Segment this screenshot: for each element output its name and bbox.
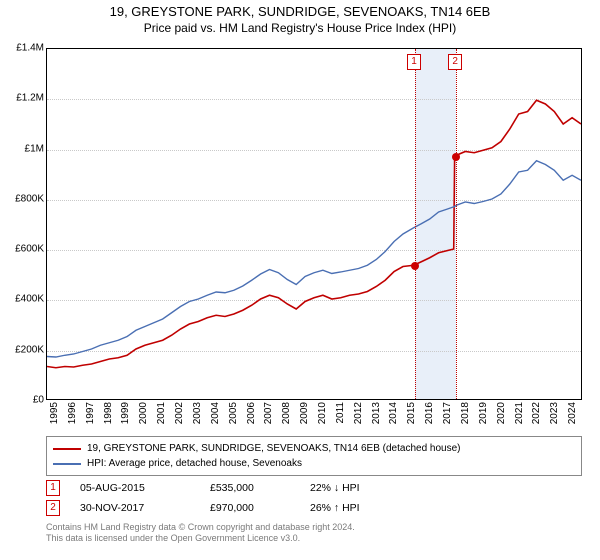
x-tick-label: 2013 xyxy=(371,402,382,424)
x-tick-label: 2021 xyxy=(514,402,525,424)
x-tick-label: 2018 xyxy=(460,402,471,424)
sale-price: £970,000 xyxy=(210,502,310,514)
y-tick-label: £200K xyxy=(4,344,44,355)
x-tick-label: 2017 xyxy=(442,402,453,424)
y-tick-label: £1.2M xyxy=(4,93,44,104)
sale-date: 30-NOV-2017 xyxy=(80,502,210,514)
legend-item: HPI: Average price, detached house, Seve… xyxy=(53,456,575,471)
series-hpi xyxy=(47,161,581,357)
x-tick-label: 2019 xyxy=(478,402,489,424)
legend-item: 19, GREYSTONE PARK, SUNDRIDGE, SEVENOAKS… xyxy=(53,441,575,456)
sale-vertical-line xyxy=(456,49,457,399)
x-tick-label: 2007 xyxy=(263,402,274,424)
x-tick-label: 2010 xyxy=(317,402,328,424)
sale-diff: 22% ↓ HPI xyxy=(310,482,410,494)
x-tick-label: 2000 xyxy=(138,402,149,424)
y-tick-label: £0 xyxy=(4,395,44,406)
x-tick-label: 2016 xyxy=(424,402,435,424)
x-tick-label: 2001 xyxy=(156,402,167,424)
y-tick-label: £800K xyxy=(4,193,44,204)
sale-price: £535,000 xyxy=(210,482,310,494)
x-tick-label: 1998 xyxy=(103,402,114,424)
chart-container: 19, GREYSTONE PARK, SUNDRIDGE, SEVENOAKS… xyxy=(0,0,600,560)
x-tick-label: 2014 xyxy=(388,402,399,424)
chart-svg xyxy=(47,49,581,399)
series-property xyxy=(47,100,581,368)
footer-attribution: Contains HM Land Registry data © Crown c… xyxy=(46,522,582,545)
plot-area xyxy=(46,48,582,400)
sale-diff: 26% ↑ HPI xyxy=(310,502,410,514)
x-tick-label: 2004 xyxy=(210,402,221,424)
x-tick-label: 2008 xyxy=(281,402,292,424)
sale-dot-2 xyxy=(452,153,460,161)
sale-marker-2: 2 xyxy=(448,54,462,70)
sale-marker-1: 1 xyxy=(407,54,421,70)
x-tick-label: 2006 xyxy=(246,402,257,424)
x-tick-label: 2020 xyxy=(496,402,507,424)
legend-box: 19, GREYSTONE PARK, SUNDRIDGE, SEVENOAKS… xyxy=(46,436,582,476)
y-tick-label: £1M xyxy=(4,143,44,154)
x-tick-label: 2005 xyxy=(228,402,239,424)
y-tick-label: £1.4M xyxy=(4,43,44,54)
sale-index-box: 1 xyxy=(46,480,60,496)
x-tick-label: 1997 xyxy=(85,402,96,424)
x-tick-label: 2015 xyxy=(406,402,417,424)
sale-index-box: 2 xyxy=(46,500,60,516)
x-tick-label: 2002 xyxy=(174,402,185,424)
x-tick-label: 2009 xyxy=(299,402,310,424)
sales-row: 2 30-NOV-2017£970,00026% ↑ HPI xyxy=(46,498,582,518)
legend-label: HPI: Average price, detached house, Seve… xyxy=(87,458,302,469)
legend-label: 19, GREYSTONE PARK, SUNDRIDGE, SEVENOAKS… xyxy=(87,443,460,454)
sales-table: 1 05-AUG-2015£535,00022% ↓ HPI 2 30-NOV-201… xyxy=(46,478,582,518)
x-tick-label: 1996 xyxy=(67,402,78,424)
y-tick-label: £600K xyxy=(4,244,44,255)
x-tick-label: 1995 xyxy=(49,402,60,424)
legend-swatch xyxy=(53,448,81,450)
x-tick-label: 1999 xyxy=(120,402,131,424)
chart-title: 19, GREYSTONE PARK, SUNDRIDGE, SEVENOAKS… xyxy=(0,4,600,19)
sales-row: 1 05-AUG-2015£535,00022% ↓ HPI xyxy=(46,478,582,498)
x-tick-label: 2011 xyxy=(335,402,346,424)
x-tick-label: 2024 xyxy=(567,402,578,424)
sale-vertical-line xyxy=(415,49,416,399)
sale-dot-1 xyxy=(411,262,419,270)
sale-date: 05-AUG-2015 xyxy=(80,482,210,494)
x-tick-label: 2012 xyxy=(353,402,364,424)
footer-line-1: Contains HM Land Registry data © Crown c… xyxy=(46,522,582,533)
x-tick-label: 2003 xyxy=(192,402,203,424)
legend-swatch xyxy=(53,463,81,465)
y-tick-label: £400K xyxy=(4,294,44,305)
footer-line-2: This data is licensed under the Open Gov… xyxy=(46,533,582,544)
chart-subtitle: Price paid vs. HM Land Registry's House … xyxy=(0,21,600,35)
title-block: 19, GREYSTONE PARK, SUNDRIDGE, SEVENOAKS… xyxy=(0,0,600,35)
x-tick-label: 2023 xyxy=(549,402,560,424)
x-tick-label: 2022 xyxy=(531,402,542,424)
